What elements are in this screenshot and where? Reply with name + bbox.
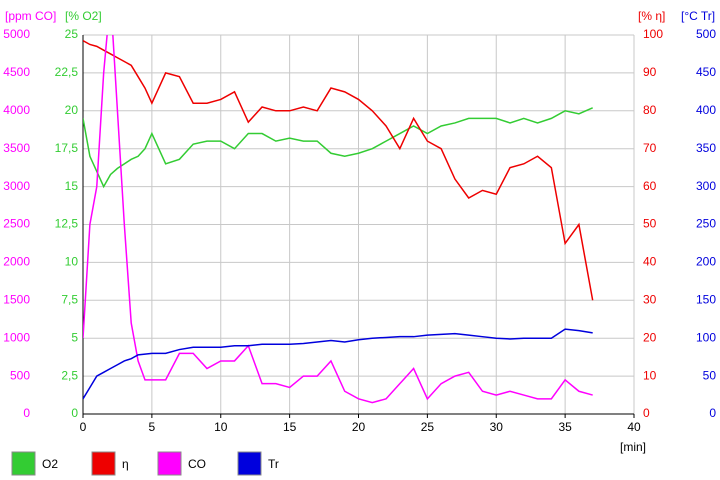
- y4-tick-label: 50: [703, 368, 717, 382]
- legend-swatch: [11, 451, 36, 476]
- y3-tick-label: 10: [643, 368, 657, 382]
- y4-tick-label: 200: [696, 255, 716, 269]
- x-tick-label: 40: [627, 420, 641, 434]
- co-axis-label: [ppm CO]: [5, 9, 56, 23]
- y3-tick-label: 70: [643, 141, 657, 155]
- series-line: [83, 35, 593, 404]
- x-tick-label: 10: [214, 420, 228, 434]
- x-axis-label: [min]: [620, 440, 646, 454]
- x-tick-label: 35: [558, 420, 572, 434]
- y3-tick-label: 30: [643, 292, 657, 306]
- y2-tick-label: 15: [65, 179, 79, 193]
- y-tick-label: 1000: [3, 330, 30, 344]
- y2-tick-label: 22,5: [55, 65, 79, 79]
- y4-tick-label: 350: [696, 141, 716, 155]
- y4-tick-label: 250: [696, 217, 716, 231]
- series-line: [83, 40, 594, 301]
- y4-tick-label: 100: [696, 330, 716, 344]
- y3-tick-label: 20: [643, 330, 657, 344]
- y-tick-label: 3000: [3, 179, 30, 193]
- y2-tick-label: 25: [65, 27, 79, 41]
- series-line: [83, 328, 593, 400]
- x-tick-label: 25: [421, 420, 435, 434]
- y2-tick-label: 10: [65, 255, 79, 269]
- x-tick-label: 5: [149, 420, 156, 434]
- y2-tick-label: 12,5: [55, 217, 79, 231]
- y2-tick-label: 0: [71, 406, 78, 420]
- y3-tick-label: 0: [643, 406, 650, 420]
- y-tick-label: 500: [10, 368, 30, 382]
- y3-tick-label: 90: [643, 65, 657, 79]
- x-tick-label: 20: [352, 420, 366, 434]
- y4-tick-label: 150: [696, 292, 716, 306]
- y2-tick-label: 17,5: [55, 141, 79, 155]
- y4-tick-label: 500: [696, 27, 716, 41]
- tr-axis-label: [°C Tr]: [681, 9, 715, 23]
- legend-label: Tr: [268, 457, 279, 471]
- y-tick-label: 2500: [3, 217, 30, 231]
- y4-tick-label: 0: [709, 406, 716, 420]
- legend-label: η: [122, 457, 129, 471]
- x-tick-label: 15: [283, 420, 297, 434]
- o2-axis-label: [% O2]: [65, 9, 102, 23]
- y3-tick-label: 50: [643, 217, 657, 231]
- x-tick-label: 0: [80, 420, 87, 434]
- y4-tick-label: 450: [696, 65, 716, 79]
- y3-tick-label: 100: [643, 27, 663, 41]
- legend-swatch: [157, 451, 182, 476]
- series-line: [83, 107, 593, 189]
- y2-tick-label: 7,5: [61, 292, 78, 306]
- legend-swatch: [237, 451, 262, 476]
- plot-area: [83, 35, 594, 404]
- y3-tick-label: 60: [643, 179, 657, 193]
- y-tick-label: 3500: [3, 141, 30, 155]
- y4-tick-label: 300: [696, 179, 716, 193]
- y2-tick-label: 2,5: [61, 368, 78, 382]
- y-tick-label: 4000: [3, 103, 30, 117]
- legend-label: O2: [42, 457, 58, 471]
- y3-tick-label: 80: [643, 103, 657, 117]
- y-tick-label: 0: [23, 406, 30, 420]
- legend-swatch: [91, 451, 116, 476]
- y-tick-label: 2000: [3, 255, 30, 269]
- legend-label: CO: [188, 457, 206, 471]
- x-tick-label: 30: [490, 420, 504, 434]
- y-tick-label: 5000: [3, 27, 30, 41]
- eta-axis-label: [% η]: [638, 9, 665, 23]
- y-tick-label: 1500: [3, 292, 30, 306]
- y-tick-label: 4500: [3, 65, 30, 79]
- y4-tick-label: 400: [696, 103, 716, 117]
- y3-tick-label: 40: [643, 255, 657, 269]
- y2-tick-label: 20: [65, 103, 79, 117]
- y2-tick-label: 5: [71, 330, 78, 344]
